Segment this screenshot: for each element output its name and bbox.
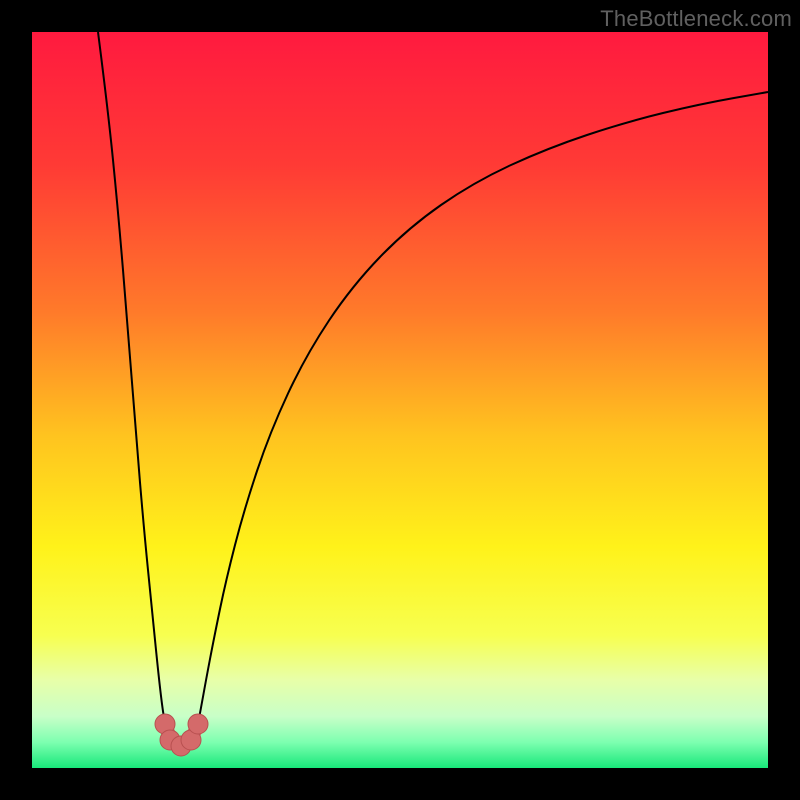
watermark-text: TheBottleneck.com [600,6,792,32]
marker-dot [188,714,208,734]
chart-page: TheBottleneck.com [0,0,800,800]
bottleneck-chart [0,0,800,800]
plot-area [32,32,768,768]
